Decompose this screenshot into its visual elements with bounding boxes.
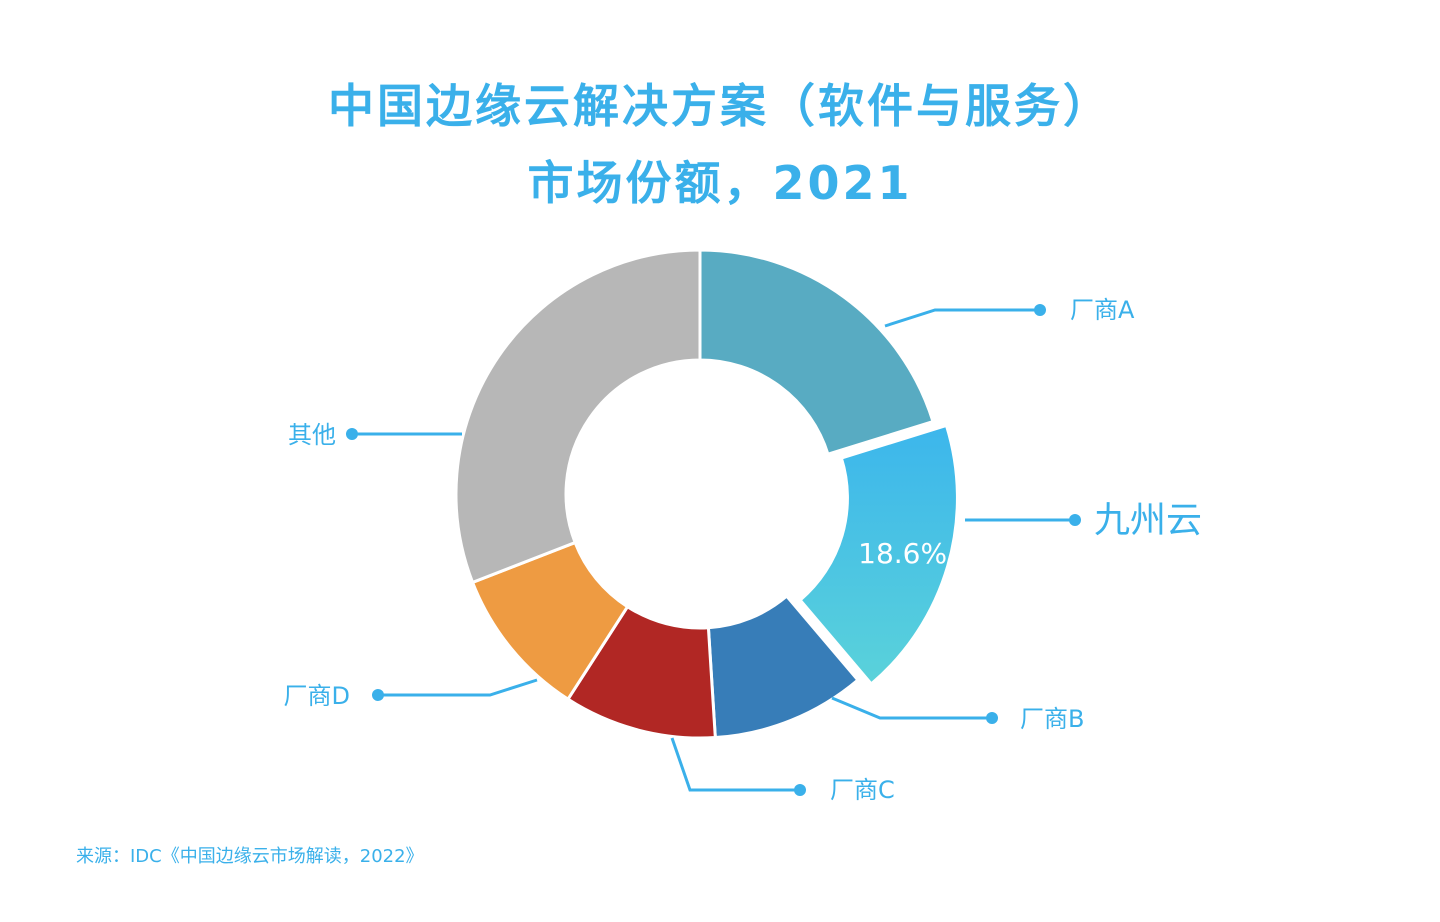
callout-dot-2: [1069, 514, 1081, 526]
callout-line-4: [670, 737, 800, 792]
slice-6: [454, 248, 702, 585]
slice-label-1: 厂商A: [1070, 296, 1135, 324]
slice-label-5: 厂商D: [284, 682, 350, 710]
slice-label-2: 九州云: [1094, 500, 1202, 541]
chart-title-line-1: 中国边缘云解决方案（软件与服务）: [328, 79, 1112, 133]
callout-dot-1: [1034, 304, 1046, 316]
callout-dot-4: [794, 784, 806, 796]
slice-label-3: 厂商B: [1020, 705, 1084, 733]
callout-line-3: [831, 696, 992, 720]
callout-line-1: [884, 308, 1040, 328]
slice-value-label: 18.6%: [858, 537, 947, 570]
slices-group: 18.6%: [454, 248, 959, 740]
callout-dot-3: [986, 712, 998, 724]
source-note: 来源：IDC《中国边缘云市场解读，2022》: [76, 846, 424, 867]
callout-line-5: [378, 678, 538, 697]
callout-dot-5: [372, 689, 384, 701]
slice-2: [798, 423, 959, 687]
slice-1: [698, 248, 935, 457]
chart-title-line-2: 市场份额，2021: [527, 156, 913, 210]
slice-label-4: 厂商C: [830, 776, 895, 804]
callout-dot-6: [346, 428, 358, 440]
slice-label-6: 其他: [288, 421, 336, 449]
